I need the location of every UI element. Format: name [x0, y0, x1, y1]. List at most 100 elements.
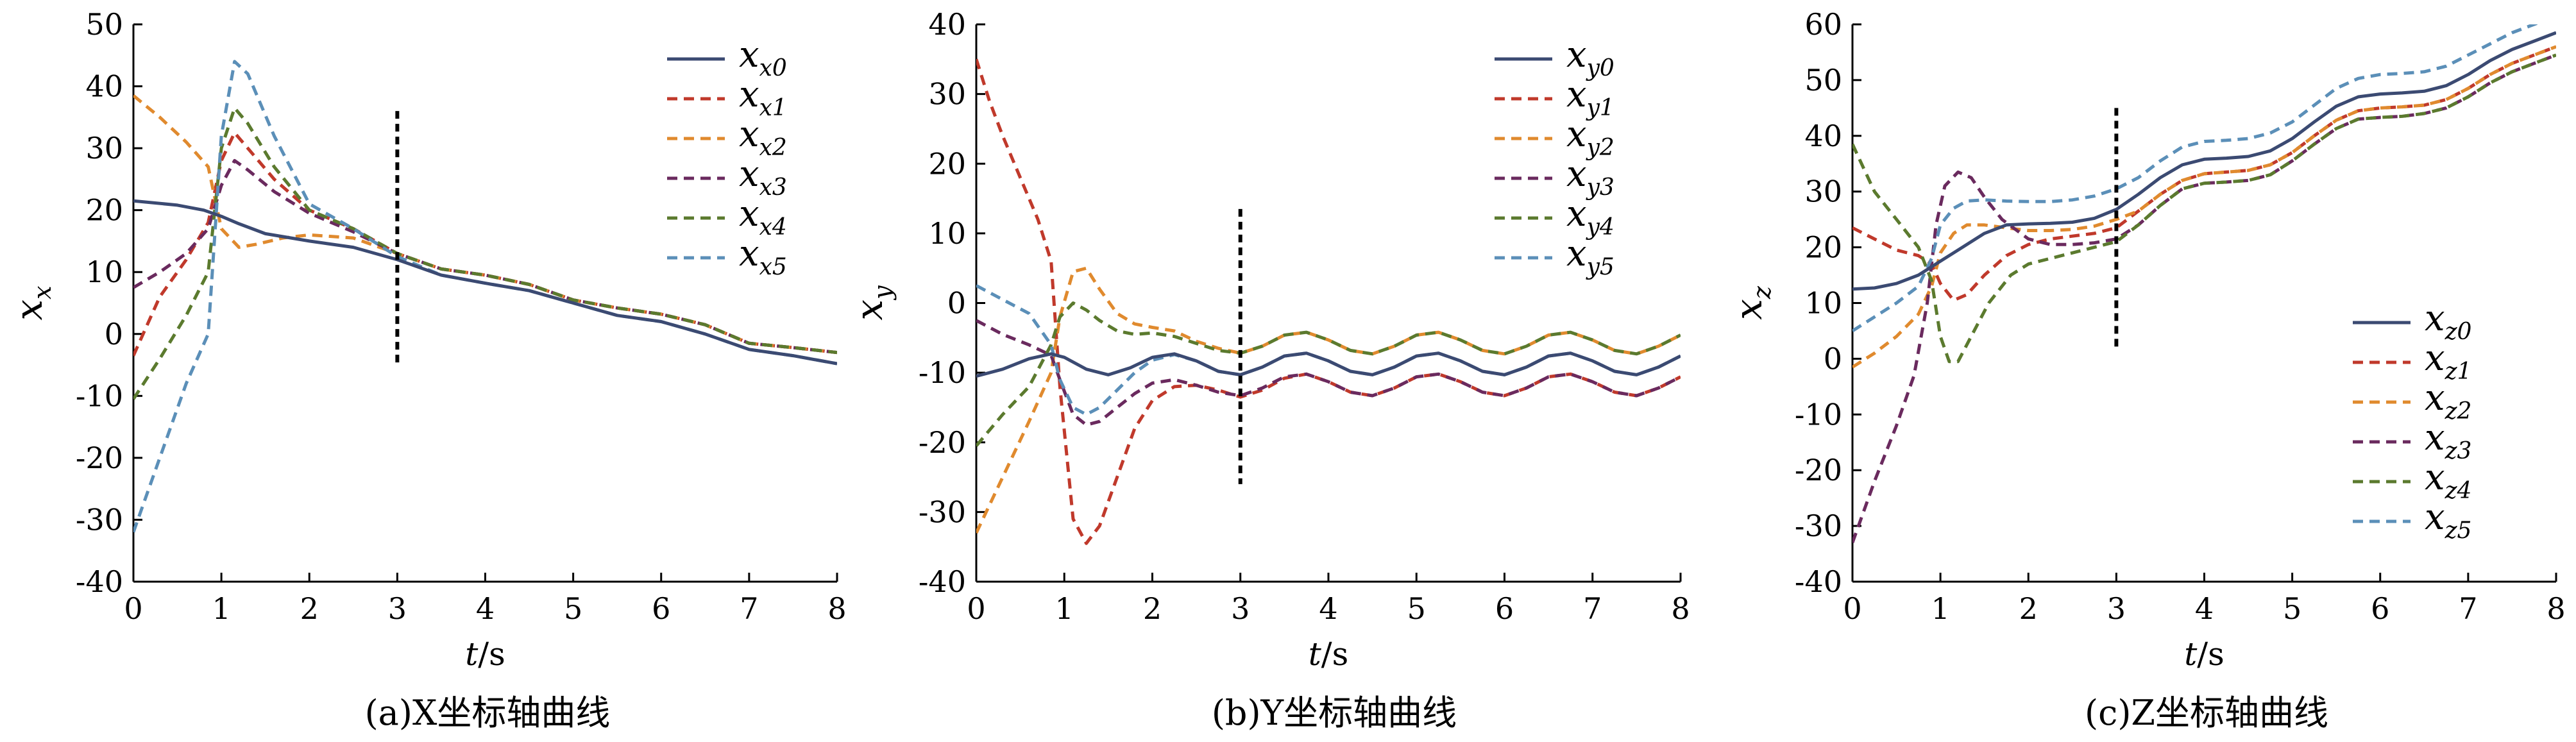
legend-label: xz0 [2425, 298, 2471, 345]
legend-label: xy3 [1566, 153, 1614, 201]
y-tick-label: 0 [947, 286, 966, 321]
x-tick-label: 7 [1583, 591, 1602, 626]
series-line-x-z5 [1852, 24, 2539, 333]
legend-label: xz1 [2425, 337, 2471, 385]
legend-label: xy4 [1566, 193, 1614, 240]
series-line-x-y3 [976, 319, 1681, 427]
x-tick-label: 1 [212, 591, 230, 626]
legend-label: xx4 [739, 193, 787, 240]
x-tick-label: 2 [1143, 591, 1162, 626]
series-group [976, 58, 1681, 545]
chart-panel-1: 0 1 2 3 4 5 6 7 8 -40 -30 -20 -10 0 10 20 30 40 50 t/s xx (a)… [7, 7, 847, 733]
y-tick-label: -40 [919, 564, 966, 599]
series-group [1852, 24, 2556, 544]
legend-label: xy0 [1566, 34, 1614, 81]
x-tick-label: 6 [652, 591, 670, 626]
chart-caption: (a)X坐标轴曲线 [365, 693, 611, 733]
y-tick-label: -40 [1795, 564, 1842, 599]
chart-caption: (b)Y坐标轴曲线 [1212, 693, 1457, 733]
series-line-x-z0 [1852, 31, 2556, 291]
y-tick-label: 30 [928, 77, 966, 112]
x-tick-label: 1 [1931, 591, 1949, 626]
x-axis-label: t/s [2184, 636, 2224, 673]
y-tick-label: 0 [1824, 341, 1842, 376]
series-line-x-x4 [133, 106, 837, 400]
y-tick-label: 10 [85, 255, 123, 289]
y-tick-label: -30 [919, 494, 966, 529]
y-tick-label: -20 [1795, 453, 1842, 487]
x-tick-label: 7 [2459, 591, 2477, 626]
legend-label: xx2 [739, 114, 787, 161]
y-axis-label: xy [847, 285, 897, 321]
y-tick-label: -10 [919, 355, 966, 390]
x-tick-label: 4 [476, 591, 495, 626]
x-tick-label: 3 [1231, 591, 1250, 626]
x-tick-label: 5 [1407, 591, 1426, 626]
x-tick-label: 6 [1495, 591, 1514, 626]
y-tick-label: -20 [919, 425, 966, 460]
x-tick-label: 8 [1671, 591, 1690, 626]
y-tick-label: -40 [76, 564, 123, 599]
x-tick-label: 8 [2546, 591, 2565, 626]
series-line-x-y0 [976, 351, 1681, 378]
x-tick-label: 4 [2195, 591, 2214, 626]
x-tick-label: 2 [300, 591, 319, 626]
y-tick-label: -20 [76, 441, 123, 475]
series-line-x-x3 [133, 158, 837, 355]
x-tick-label: 3 [2107, 591, 2126, 626]
y-tick-label: 10 [928, 216, 966, 251]
legend-label: xz3 [2425, 417, 2471, 464]
x-tick-label: 7 [740, 591, 758, 626]
series-line-x-z3 [1852, 53, 2556, 544]
series-line-x-z2 [1852, 45, 2556, 369]
y-tick-label: 20 [1804, 230, 1842, 265]
legend-label: xx3 [739, 153, 787, 201]
chart-panel-2: 0 1 2 3 4 5 6 7 8 -40 -30 -20 -10 0 10 20 30 40 t/s xy (b)Y坐… [847, 7, 1690, 733]
series-group [133, 60, 837, 533]
x-tick-label: 0 [1843, 591, 1861, 626]
y-tick-label: 40 [1804, 119, 1842, 153]
legend-label: xy5 [1566, 233, 1614, 280]
y-tick-label: 50 [1804, 63, 1842, 97]
y-axis-label: xz [1727, 285, 1776, 320]
x-tick-label: 8 [827, 591, 846, 626]
series-line-x-y1 [976, 58, 1681, 545]
legend-label: xy2 [1566, 114, 1614, 161]
y-tick-label: 60 [1804, 7, 1842, 42]
legend-label: xx5 [739, 233, 787, 280]
y-tick-label: 40 [928, 7, 966, 42]
chart-caption: (c)Z坐标轴曲线 [2085, 693, 2328, 733]
x-tick-label: 6 [2371, 591, 2389, 626]
series-line-x-x0 [133, 199, 837, 366]
series-line-x-z1 [1852, 45, 2556, 302]
y-tick-label: 30 [85, 131, 123, 165]
x-axis-label: t/s [465, 636, 505, 673]
series-line-x-y4 [976, 301, 1681, 447]
series-line-x-x5 [133, 60, 837, 533]
legend-label: xx0 [739, 34, 787, 81]
legend-label: xz4 [2425, 457, 2471, 504]
y-tick-label: -10 [76, 378, 123, 413]
y-axis-label: xx [7, 285, 56, 320]
y-tick-label: 20 [928, 146, 966, 181]
y-tick-label: -10 [1795, 397, 1842, 432]
x-tick-label: 2 [2019, 591, 2038, 626]
legend-label: xz2 [2425, 377, 2471, 425]
y-tick-label: -30 [76, 502, 123, 537]
y-tick-label: 20 [85, 193, 123, 228]
series-line-x-y5 [976, 284, 1681, 416]
x-tick-label: 5 [2283, 591, 2301, 626]
legend-label: xz5 [2425, 496, 2471, 544]
y-tick-label: 0 [105, 317, 123, 351]
x-tick-label: 3 [388, 591, 407, 626]
y-tick-label: 40 [85, 69, 123, 104]
x-tick-label: 0 [967, 591, 985, 626]
legend-label: xx1 [739, 74, 787, 121]
y-tick-label: -30 [1795, 509, 1842, 543]
legend-label: xy1 [1566, 74, 1614, 121]
x-tick-label: 1 [1055, 591, 1074, 626]
